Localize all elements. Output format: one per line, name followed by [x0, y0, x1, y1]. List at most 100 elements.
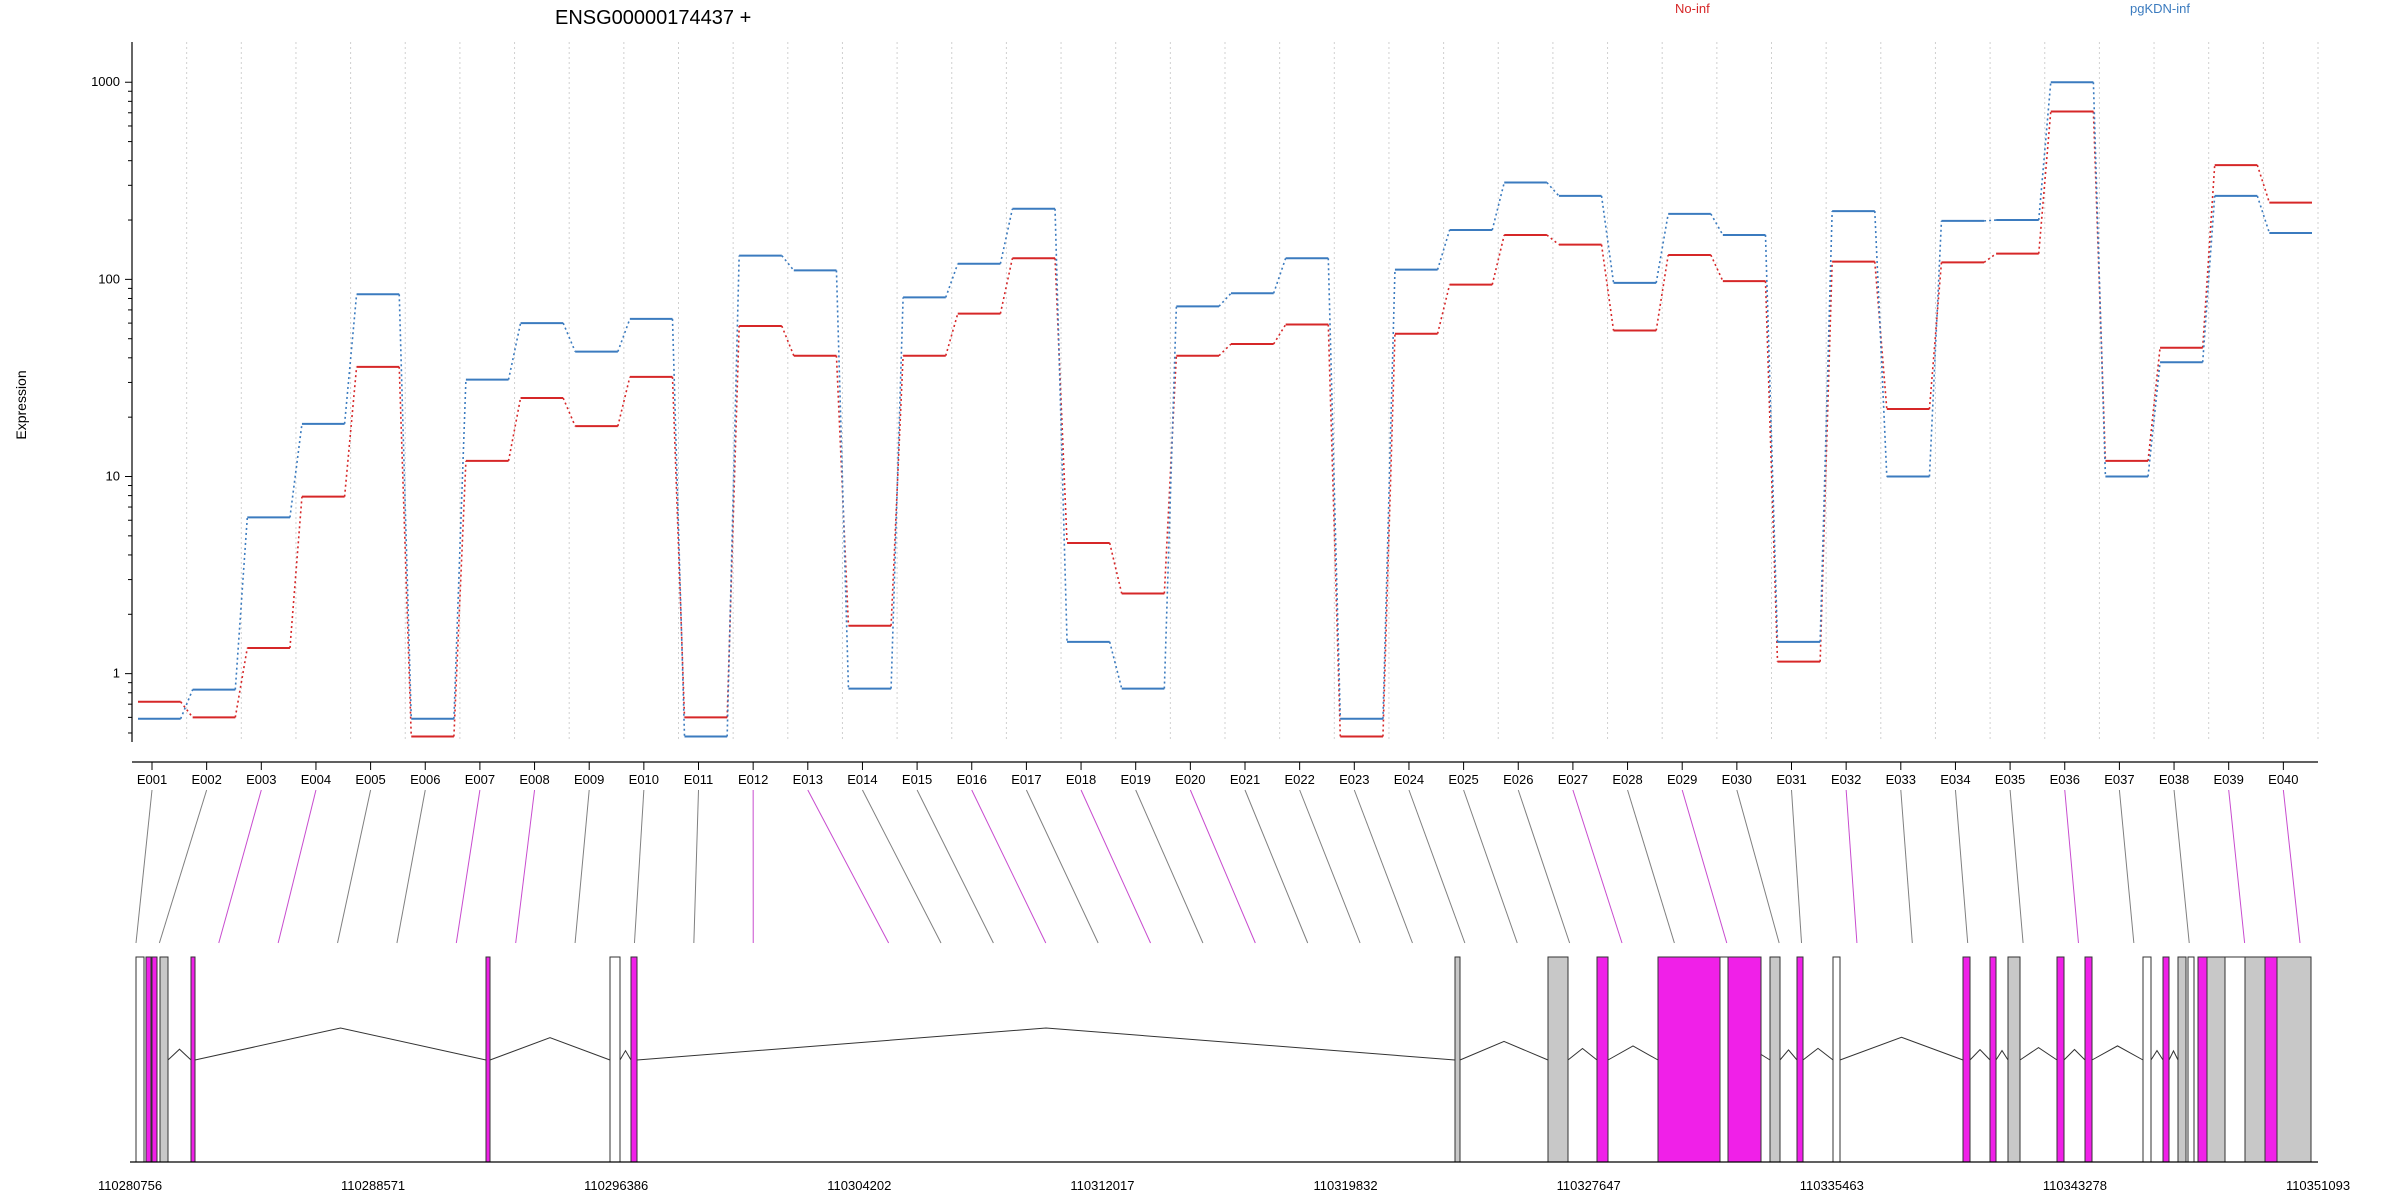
x-tick-label: E028 — [1612, 772, 1642, 787]
exon-box — [1989, 956, 1997, 1163]
series-1-connector — [671, 376, 686, 718]
series-1-connector — [944, 313, 959, 356]
exon-connector — [455, 789, 481, 944]
intron-arc — [2168, 1049, 2179, 1061]
exon-box — [2264, 956, 2278, 1163]
x-tick-label: E012 — [738, 772, 768, 787]
exon-connector — [515, 789, 536, 944]
exon-connector — [1736, 789, 1780, 944]
genome-coordinate-label: 110312017 — [1070, 1178, 1134, 1193]
genome-coordinate-label: 110327647 — [1557, 1178, 1621, 1193]
exon-connector — [1900, 789, 1913, 944]
exon-connector — [1627, 789, 1675, 944]
chart-title: ENSG00000174437 + — [555, 7, 751, 29]
series-2-connector — [179, 689, 194, 720]
series-2-connector — [2256, 195, 2271, 234]
genome-coordinate-label: 110351093 — [2286, 1178, 2350, 1193]
gene-model: 110280756 110288571 110296386 110304202 1103… — [98, 956, 2350, 1193]
y-tick-label: 100 — [98, 271, 120, 286]
series-2-connector — [890, 297, 904, 689]
series-2-connector — [1163, 306, 1178, 689]
exon-connector — [158, 789, 208, 944]
exon-connector — [1135, 789, 1204, 944]
exon-box — [1657, 956, 1762, 1163]
exon-box — [2187, 956, 2195, 1163]
series-2-connector — [1710, 213, 1724, 236]
intron-arc — [1969, 1048, 1991, 1061]
exon-connector — [1845, 789, 1858, 944]
exon-box — [2056, 956, 2065, 1163]
intron-arc — [1802, 1047, 1834, 1061]
series-2-connector — [343, 294, 358, 424]
legend: No-inf pgKDN-inf — [1675, 1, 2190, 16]
x-tick-label: E021 — [1230, 772, 1260, 787]
exon-connector — [1954, 789, 1969, 944]
series-1-connector — [2147, 347, 2161, 461]
exon-connector — [1681, 789, 1728, 944]
series-2-connector — [289, 423, 303, 518]
legend-series-2: pgKDN-inf — [2130, 1, 2190, 16]
series-2-connector — [1108, 641, 1123, 689]
x-tick-label: E005 — [355, 772, 385, 787]
exon-box — [2142, 956, 2152, 1163]
genome-coordinate-label: 110296386 — [584, 1178, 648, 1193]
x-tick-label: E002 — [191, 772, 221, 787]
series-1-connector — [2037, 111, 2052, 254]
series-2-connector — [1546, 181, 1560, 197]
genome-coordinate-label: 110319832 — [1314, 1178, 1378, 1193]
exon-connector — [1791, 789, 1803, 944]
series-1-connector — [343, 366, 358, 497]
intron-arc — [619, 1049, 632, 1061]
exon-connector — [916, 789, 994, 944]
intron-arc — [167, 1048, 192, 1061]
x-tick-label: E031 — [1776, 772, 1806, 787]
exon-box — [2206, 956, 2226, 1163]
exon-connector — [1299, 789, 1361, 944]
exon-box — [630, 956, 638, 1163]
series-1-connector — [1436, 284, 1451, 334]
x-tick-label: E039 — [2214, 772, 2244, 787]
x-tick-label: E029 — [1667, 772, 1697, 787]
exon-connector — [2009, 789, 2024, 944]
series-1-connector — [398, 366, 413, 737]
exon-connector — [693, 789, 699, 944]
exon-connector — [218, 789, 262, 944]
exon-connector — [1463, 789, 1518, 944]
genome-coordinate-label: 110343278 — [2043, 1178, 2107, 1193]
exon-connector — [396, 789, 426, 944]
genome-coordinate-label: 110335463 — [1800, 1178, 1864, 1193]
exon-connector — [277, 789, 317, 944]
x-tick-label: E004 — [301, 772, 331, 787]
exon-box — [1832, 956, 1841, 1163]
x-tick-label: E035 — [1995, 772, 2025, 787]
series-2-connector — [1218, 292, 1232, 307]
x-tick-label: E006 — [410, 772, 440, 787]
intron-arc — [636, 1027, 1456, 1061]
exon-connectors — [135, 789, 2301, 944]
exon-connector — [1080, 789, 1151, 944]
series-2-connector — [2037, 82, 2052, 221]
x-tick-label: E038 — [2159, 772, 2189, 787]
exon-connector — [574, 789, 590, 944]
series-1-connector — [617, 376, 631, 427]
x-tick-label: E007 — [465, 772, 495, 787]
x-tick-label: E010 — [629, 772, 659, 787]
x-tick-label: E040 — [2268, 772, 2298, 787]
exon-connector — [633, 789, 645, 944]
x-tick-label: E033 — [1886, 772, 1916, 787]
intron-arc — [1607, 1045, 1659, 1061]
series-2-connector — [999, 208, 1014, 264]
genome-coordinate-label: 110304202 — [827, 1178, 891, 1193]
y-tick-label: 1 — [113, 666, 120, 681]
exon-box — [2084, 956, 2093, 1163]
exon-connector — [1572, 789, 1623, 944]
x-tick-label: E015 — [902, 772, 932, 787]
series-2-connector — [2092, 82, 2107, 477]
x-tick-label: E018 — [1066, 772, 1096, 787]
exon-connector — [1244, 789, 1309, 944]
x-tick-label: E014 — [847, 772, 877, 787]
legend-series-1: No-inf — [1675, 1, 1710, 16]
intron-arc — [2063, 1048, 2086, 1061]
x-tick-label: E036 — [2050, 772, 2080, 787]
series-1-connector — [180, 701, 194, 718]
